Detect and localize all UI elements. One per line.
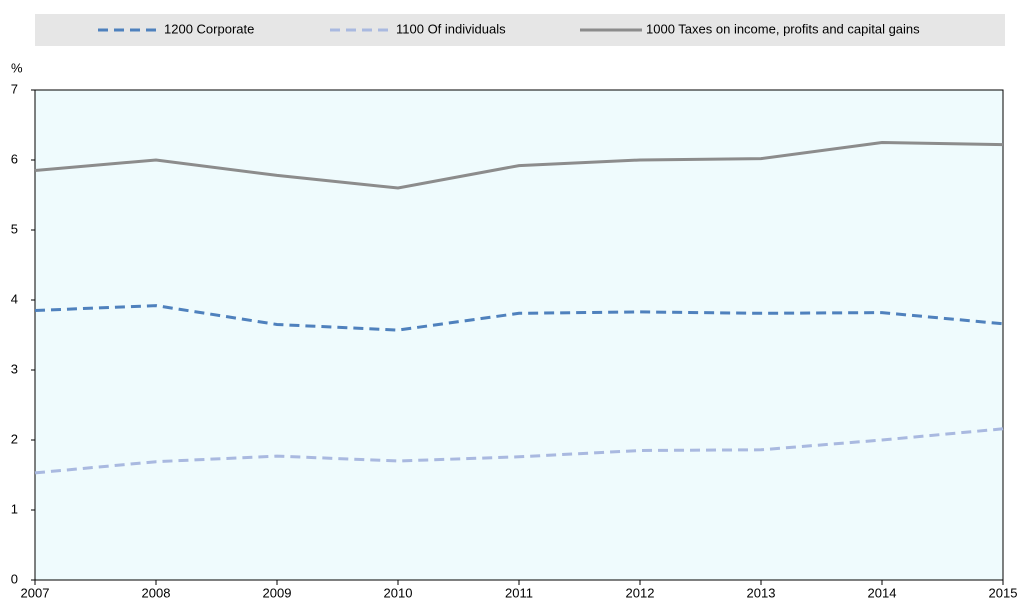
series-line bbox=[34, 140, 1004, 190]
x-tick-label: 2015 bbox=[989, 585, 1018, 600]
legend-background bbox=[35, 14, 1005, 46]
x-tick-label: 2013 bbox=[747, 585, 776, 600]
x-tick-label: 2011 bbox=[505, 585, 533, 600]
x-tick-label: 2012 bbox=[626, 585, 655, 600]
series-line bbox=[34, 304, 1004, 332]
x-tick-label: 2010 bbox=[384, 585, 413, 600]
plot-area bbox=[34, 89, 1004, 581]
y-tick-label: 7 bbox=[11, 81, 18, 96]
series-line bbox=[34, 427, 1004, 475]
x-tick-label: 2008 bbox=[142, 585, 171, 600]
y-tick-label: 0 bbox=[11, 571, 18, 586]
x-tick-label: 2007 bbox=[21, 585, 50, 600]
y-tick-label: 2 bbox=[11, 431, 18, 446]
y-tick-label: 1 bbox=[11, 501, 18, 516]
y-tick-label: 4 bbox=[11, 291, 18, 306]
x-tick-label: 2014 bbox=[868, 585, 897, 600]
y-tick-label: 6 bbox=[11, 151, 18, 166]
y-tick-label: 5 bbox=[11, 221, 18, 236]
x-tick-label: 2009 bbox=[263, 585, 292, 600]
legend-label: 1100 Of individuals bbox=[396, 21, 506, 36]
y-tick-label: 3 bbox=[11, 361, 18, 376]
legend-label: 1200 Corporate bbox=[164, 21, 254, 36]
y-unit: % bbox=[11, 60, 23, 75]
legend-label: 1000 Taxes on income, profits and capita… bbox=[646, 21, 920, 36]
